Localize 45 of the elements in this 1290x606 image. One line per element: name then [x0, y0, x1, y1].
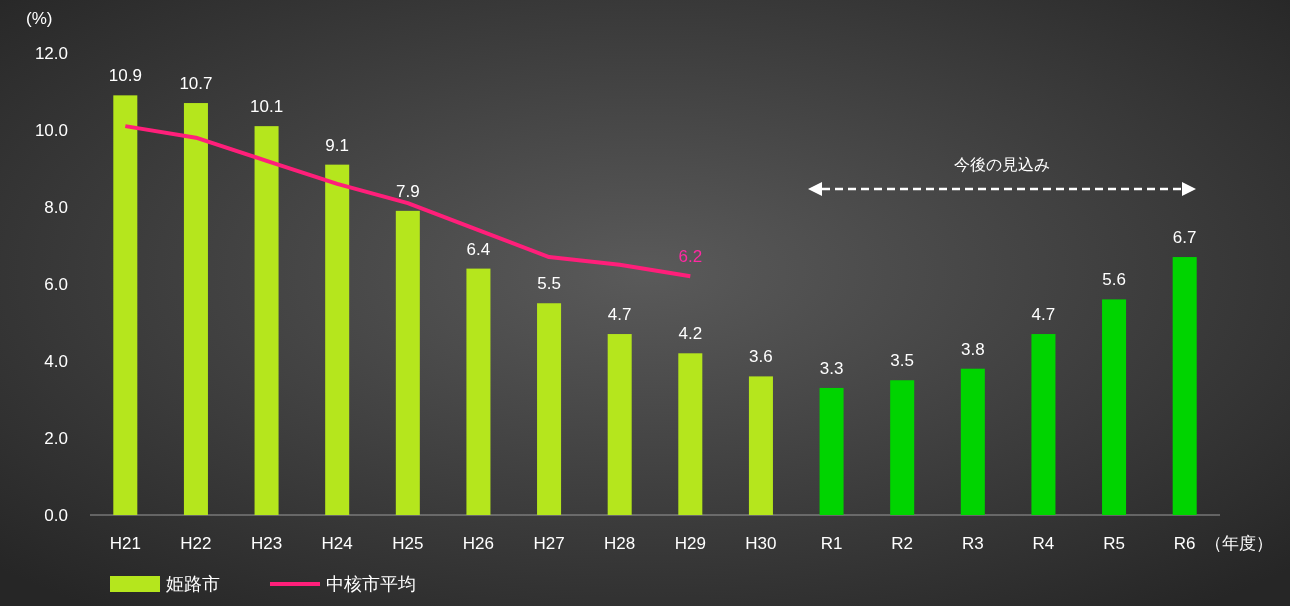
- data-label: 3.3: [819, 358, 844, 378]
- data-label: 10.1: [250, 97, 284, 117]
- data-label: 4.7: [1031, 305, 1056, 325]
- x-tick-label: R3: [961, 534, 984, 553]
- data-label: 4.7: [607, 305, 632, 325]
- y-tick-label: 6.0: [44, 274, 68, 294]
- data-label: 10.9: [108, 66, 142, 86]
- x-tick-label: H26: [462, 534, 495, 553]
- data-label: 6.4: [466, 239, 491, 259]
- data-label: 3.5: [890, 351, 915, 371]
- x-axis-title: （年度）: [1204, 534, 1273, 553]
- data-label: 5.6: [1102, 270, 1126, 290]
- x-tick-label: H25: [392, 534, 424, 553]
- data-label: 3.8: [960, 339, 985, 359]
- x-tick-label: R4: [1032, 534, 1055, 553]
- annotation: 今後の見込み: [954, 156, 1050, 173]
- x-tick-label: H27: [533, 534, 565, 553]
- x-tick-label: H23: [250, 534, 283, 553]
- x-tick-label: R5: [1103, 534, 1125, 553]
- x-tick-label: H29: [674, 534, 706, 553]
- y-tick-label: 0.0: [44, 505, 68, 525]
- data-label: 7.9: [395, 181, 420, 201]
- x-tick-label: H30: [745, 534, 777, 553]
- y-tick-label: 2.0: [44, 428, 68, 448]
- data-label: 4.2: [678, 324, 703, 344]
- x-tick-label: H21: [109, 534, 141, 553]
- x-tick-label: R1: [820, 534, 843, 553]
- x-tick-label: R2: [891, 534, 914, 553]
- x-tick-label: H28: [604, 534, 636, 553]
- x-tick-label: R6: [1173, 534, 1196, 553]
- data-label: 10.7: [179, 74, 213, 94]
- legend-label: 中核市平均: [326, 574, 416, 594]
- data-label: 6.2: [678, 247, 703, 267]
- y-tick-label: 8.0: [44, 197, 68, 217]
- y-axis-title: (%): [26, 9, 53, 28]
- x-tick-label: H22: [180, 534, 212, 553]
- legend-label: 姫路市: [166, 574, 220, 594]
- data-label: 3.6: [749, 347, 773, 367]
- data-label: 9.1: [325, 135, 350, 155]
- data-label: 5.5: [537, 274, 561, 294]
- y-tick-label: 10.0: [34, 120, 68, 140]
- y-tick-label: 12.0: [34, 43, 68, 63]
- y-tick-label: 4.0: [44, 351, 68, 371]
- x-tick-label: H24: [321, 534, 353, 553]
- data-label: 6.7: [1172, 228, 1197, 248]
